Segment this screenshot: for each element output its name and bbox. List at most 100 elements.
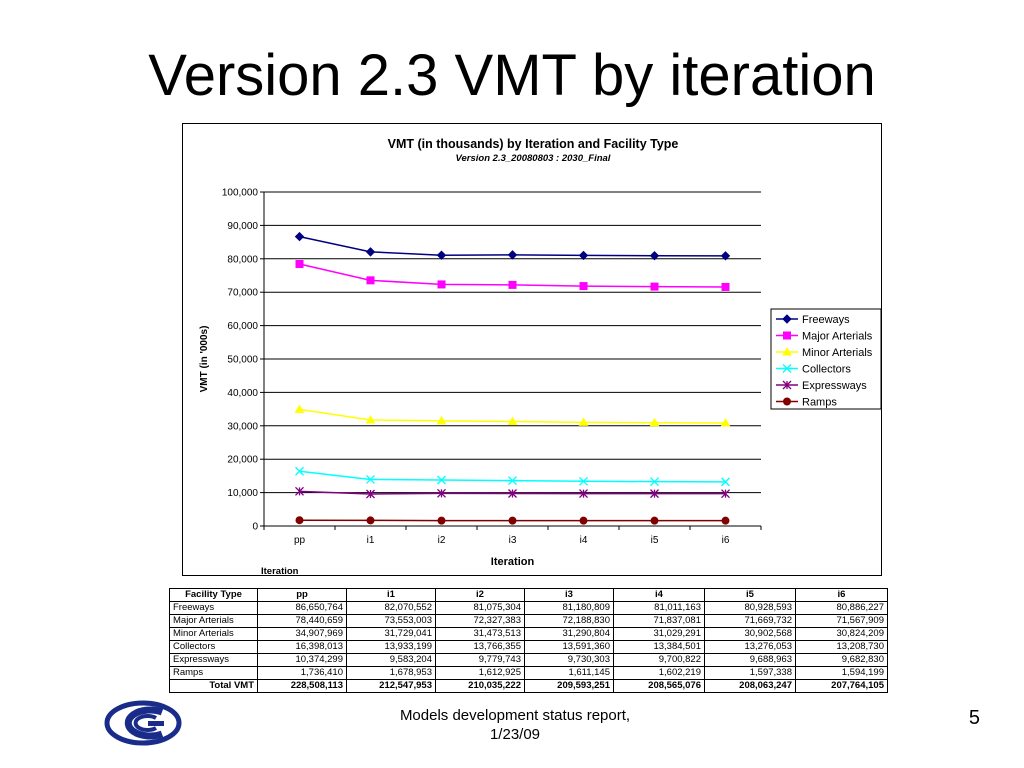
data-point	[295, 516, 304, 525]
table-cell: 209,593,251	[524, 679, 614, 693]
legend-label: Collectors	[802, 364, 851, 376]
footer-line: 1/23/09	[489, 726, 541, 743]
table-cell: 13,591,360	[524, 640, 614, 654]
table-cell: 208,565,076	[613, 679, 705, 693]
table-cell: 1,597,338	[704, 666, 796, 680]
table-cell: 72,188,830	[524, 614, 614, 628]
table-cell: 30,824,209	[795, 627, 888, 641]
table-cell: 71,567,909	[795, 614, 888, 628]
table-cell: 9,779,743	[435, 653, 525, 667]
table-cell: 81,180,809	[524, 601, 614, 615]
y-tick-label: 40,000	[227, 388, 258, 399]
data-point	[650, 489, 659, 499]
table-header-row: Facility Type pp i1 i2 i3 i4 i5 i6	[169, 588, 888, 602]
table-cell: 1,611,145	[524, 666, 614, 680]
data-point	[295, 486, 304, 496]
table-cell: 13,276,053	[704, 640, 796, 654]
table-cell: 81,011,163	[613, 601, 705, 615]
data-point	[366, 489, 375, 499]
data-point	[508, 476, 517, 486]
table-cell: 9,688,963	[704, 653, 796, 667]
data-point	[365, 415, 376, 424]
data-point	[578, 250, 589, 261]
data-point	[365, 247, 376, 257]
table-cell: 208,063,247	[704, 679, 796, 693]
data-point	[579, 489, 588, 499]
chart-frame: VMT (in thousands) by Iteration and Faci…	[182, 123, 882, 576]
line-chart: VMT (in thousands) by Iteration and Faci…	[199, 137, 881, 575]
data-point	[721, 489, 730, 499]
data-point	[437, 488, 446, 498]
table-cell: 9,700,822	[613, 653, 705, 667]
legend-label: Expressways	[802, 380, 867, 392]
legend-label: Major Arterials	[802, 331, 873, 343]
x-tick-label: i4	[580, 535, 588, 546]
table-cell: 71,837,081	[613, 614, 705, 628]
table-cell: Collectors	[169, 640, 258, 654]
table-header-cell: i6	[795, 588, 888, 602]
table-cell: 207,764,105	[795, 679, 888, 693]
table-cell: Major Arterials	[169, 614, 258, 628]
table-header-cell: i4	[613, 588, 705, 602]
table-cell: 80,928,593	[704, 601, 796, 615]
data-point	[579, 282, 588, 291]
table-header-cell: i5	[704, 588, 796, 602]
table-cell: 30,902,568	[704, 627, 796, 641]
table-cell: 34,907,969	[257, 627, 347, 641]
table-cell: 31,729,041	[346, 627, 436, 641]
extra-axis-label: Iteration	[261, 566, 299, 575]
y-tick-label: 20,000	[227, 455, 258, 466]
footer-line: Models development status report,	[399, 707, 631, 724]
table-cell: 1,602,219	[613, 666, 705, 680]
data-point	[366, 475, 375, 484]
data-point	[720, 418, 731, 427]
x-tick-label: i1	[367, 535, 375, 546]
data-point	[721, 282, 730, 291]
data-point	[436, 250, 447, 260]
table-cell: 1,594,199	[795, 666, 888, 680]
data-point	[579, 476, 588, 486]
slide-title: Version 2.3 VMT by iteration	[148, 43, 876, 108]
table-header-cell: i3	[524, 588, 614, 602]
table-cell: 210,035,222	[435, 679, 525, 693]
table-cell: 212,547,953	[346, 679, 436, 693]
x-tick-label: i6	[722, 535, 730, 546]
table-cell: 86,650,764	[257, 601, 347, 615]
table-row: Ramps 1,736,410 1,678,953 1,612,925 1,61…	[169, 666, 888, 680]
data-point	[579, 516, 588, 525]
data-table: Facility Type pp i1 i2 i3 i4 i5 i6 Freew…	[169, 588, 888, 693]
table-cell: 31,290,804	[524, 627, 614, 641]
table-cell: Ramps	[169, 666, 258, 680]
data-point	[437, 516, 446, 525]
table-header-cell: i1	[346, 588, 436, 602]
table-cell: Total VMT	[169, 679, 258, 693]
table-cell: 31,473,513	[435, 627, 525, 641]
table-row: Freeways 86,650,764 82,070,552 81,075,30…	[169, 601, 888, 615]
table-cell: 9,682,830	[795, 653, 888, 667]
table-cell: 1,736,410	[257, 666, 347, 680]
table-row: Expressways 10,374,299 9,583,204 9,779,7…	[169, 653, 888, 667]
legend-marker	[782, 380, 792, 390]
data-point	[578, 417, 589, 426]
y-tick-label: 80,000	[227, 254, 258, 265]
y-tick-label: 30,000	[227, 421, 258, 432]
table-cell: 9,583,204	[346, 653, 436, 667]
data-point	[295, 466, 304, 476]
data-point	[294, 404, 305, 413]
data-point	[650, 477, 659, 487]
data-point	[295, 260, 304, 269]
legend-label: Minor Arterials	[802, 347, 873, 359]
data-point	[649, 250, 660, 261]
table-header-cell: pp	[257, 588, 347, 602]
legend-marker	[782, 346, 792, 356]
x-tick-label: i3	[509, 535, 517, 546]
table-cell: Freeways	[169, 601, 258, 615]
table-cell: 13,933,199	[346, 640, 436, 654]
table-cell: 72,327,383	[435, 614, 525, 628]
table-cell: 13,208,730	[795, 640, 888, 654]
data-point	[650, 516, 659, 525]
data-point	[508, 280, 517, 289]
data-point	[508, 516, 517, 525]
data-point	[720, 251, 731, 261]
data-point	[721, 516, 730, 525]
